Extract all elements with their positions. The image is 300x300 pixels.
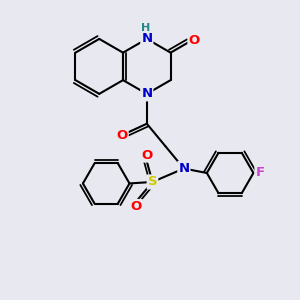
Text: F: F — [255, 167, 265, 179]
Text: O: O — [116, 129, 128, 142]
Text: S: S — [148, 176, 157, 188]
Text: N: N — [141, 32, 152, 45]
Text: O: O — [188, 34, 200, 47]
Text: H: H — [141, 22, 151, 33]
Text: O: O — [141, 148, 152, 162]
Text: N: N — [141, 87, 152, 101]
Text: N: N — [178, 162, 189, 175]
Text: O: O — [130, 200, 142, 213]
